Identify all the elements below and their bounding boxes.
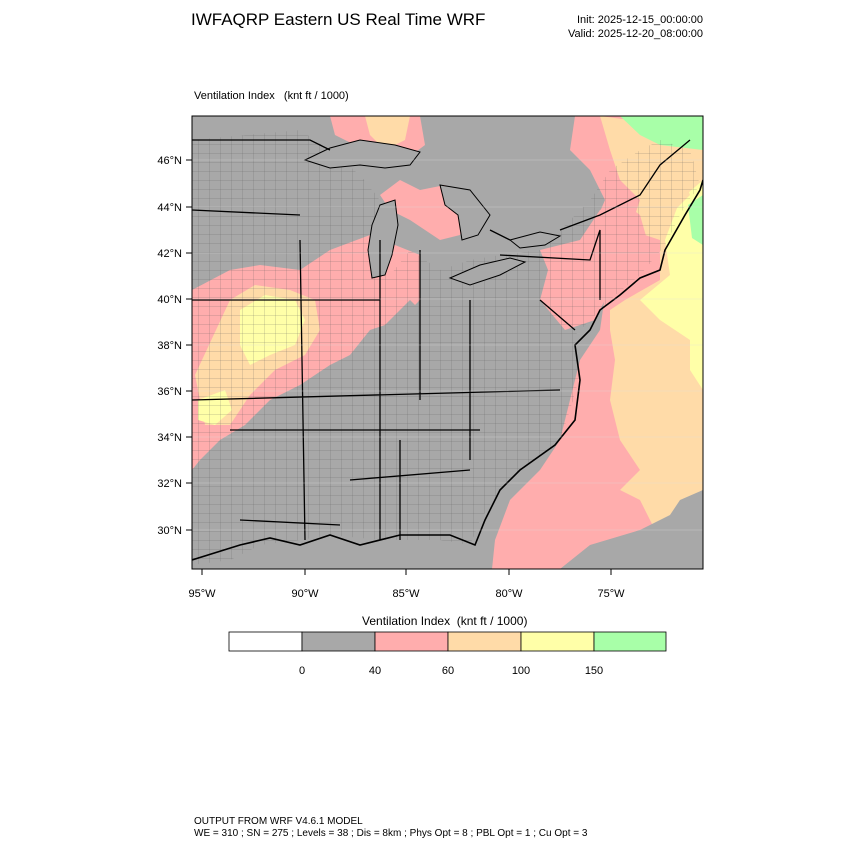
variable-units: (knt ft / 1000) xyxy=(283,90,349,102)
field-ocean-yellow xyxy=(640,180,703,390)
valid-time: Valid: 2025-12-20_08:00:00 xyxy=(568,28,703,40)
lat-tick-38: 38°N xyxy=(157,340,182,352)
legend-tick-150: 150 xyxy=(585,665,603,677)
lat-tick-30: 30°N xyxy=(157,525,182,537)
lake-erie xyxy=(448,257,527,286)
map-plot-area xyxy=(192,116,703,569)
lake-huron xyxy=(439,184,491,241)
legend-bin-40-60 xyxy=(374,631,449,652)
variable-name: Ventilation Index xyxy=(194,90,275,102)
county-grid xyxy=(192,130,700,565)
graticule xyxy=(192,159,703,531)
plot-frame xyxy=(191,115,704,570)
legend-bin-0-40 xyxy=(301,631,376,652)
coastline xyxy=(192,179,703,561)
lon-tick-80: 80°W xyxy=(495,588,523,600)
plot-variable-label: Ventilation Index (knt ft / 1000) xyxy=(194,90,349,102)
lat-axis xyxy=(186,159,192,531)
lon-tick-95: 95°W xyxy=(188,588,216,600)
lon-tick-85: 85°W xyxy=(392,588,420,600)
legend-bin-60-100 xyxy=(447,631,522,652)
lat-tick-34: 34°N xyxy=(157,432,182,444)
model-footer: OUTPUT FROM WRF V4.6.1 MODEL WE = 310 ; … xyxy=(194,816,587,840)
lat-tick-labels: 46°N 44°N 42°N 40°N 38°N 36°N 34°N 32°N … xyxy=(157,155,182,537)
lon-tick-labels: 95°W 90°W 85°W 80°W 75°W xyxy=(188,588,625,600)
legend-tick-60: 60 xyxy=(442,665,454,677)
footer-line-1: OUTPUT FROM WRF V4.6.1 MODEL xyxy=(194,816,363,827)
legend-bin-below-0 xyxy=(228,631,303,652)
legend-bin-100-150 xyxy=(520,631,595,652)
legend-bin-above-150 xyxy=(593,631,667,652)
state-borders xyxy=(192,209,601,541)
legend-colorbar xyxy=(228,631,667,652)
footer-line-2: WE = 310 ; SN = 275 ; Levels = 38 ; Dis … xyxy=(194,828,588,839)
run-times: Init: 2025-12-15_00:00:00 Valid: 2025-12… xyxy=(568,13,703,41)
field-ocean-gray xyxy=(560,490,703,569)
field-green-ne xyxy=(620,116,703,150)
lon-axis xyxy=(201,569,612,575)
legend-tick-labels: 0 40 60 100 150 xyxy=(299,665,603,677)
lat-tick-42: 42°N xyxy=(157,248,182,260)
page-title: IWFAQRP Eastern US Real Time WRF xyxy=(191,10,486,29)
field-green-ne2 xyxy=(688,195,703,245)
lat-tick-36: 36°N xyxy=(157,386,182,398)
lat-tick-32: 32°N xyxy=(157,478,182,490)
lon-tick-75: 75°W xyxy=(597,588,625,600)
init-time: Init: 2025-12-15_00:00:00 xyxy=(577,14,703,26)
legend-tick-40: 40 xyxy=(369,665,381,677)
lat-tick-44: 44°N xyxy=(157,202,182,214)
lake-ontario xyxy=(508,231,562,249)
field-lakes-orange xyxy=(365,116,410,150)
legend-title: Ventilation Index (knt ft / 1000) xyxy=(362,614,528,628)
lake-michigan xyxy=(367,199,399,279)
lat-tick-40: 40°N xyxy=(157,294,182,306)
canada-border xyxy=(192,139,691,241)
lake-superior xyxy=(303,139,421,169)
lat-tick-46: 46°N xyxy=(157,155,182,167)
legend-tick-100: 100 xyxy=(512,665,530,677)
legend-tick-0: 0 xyxy=(299,665,305,677)
lon-tick-90: 90°W xyxy=(291,588,319,600)
